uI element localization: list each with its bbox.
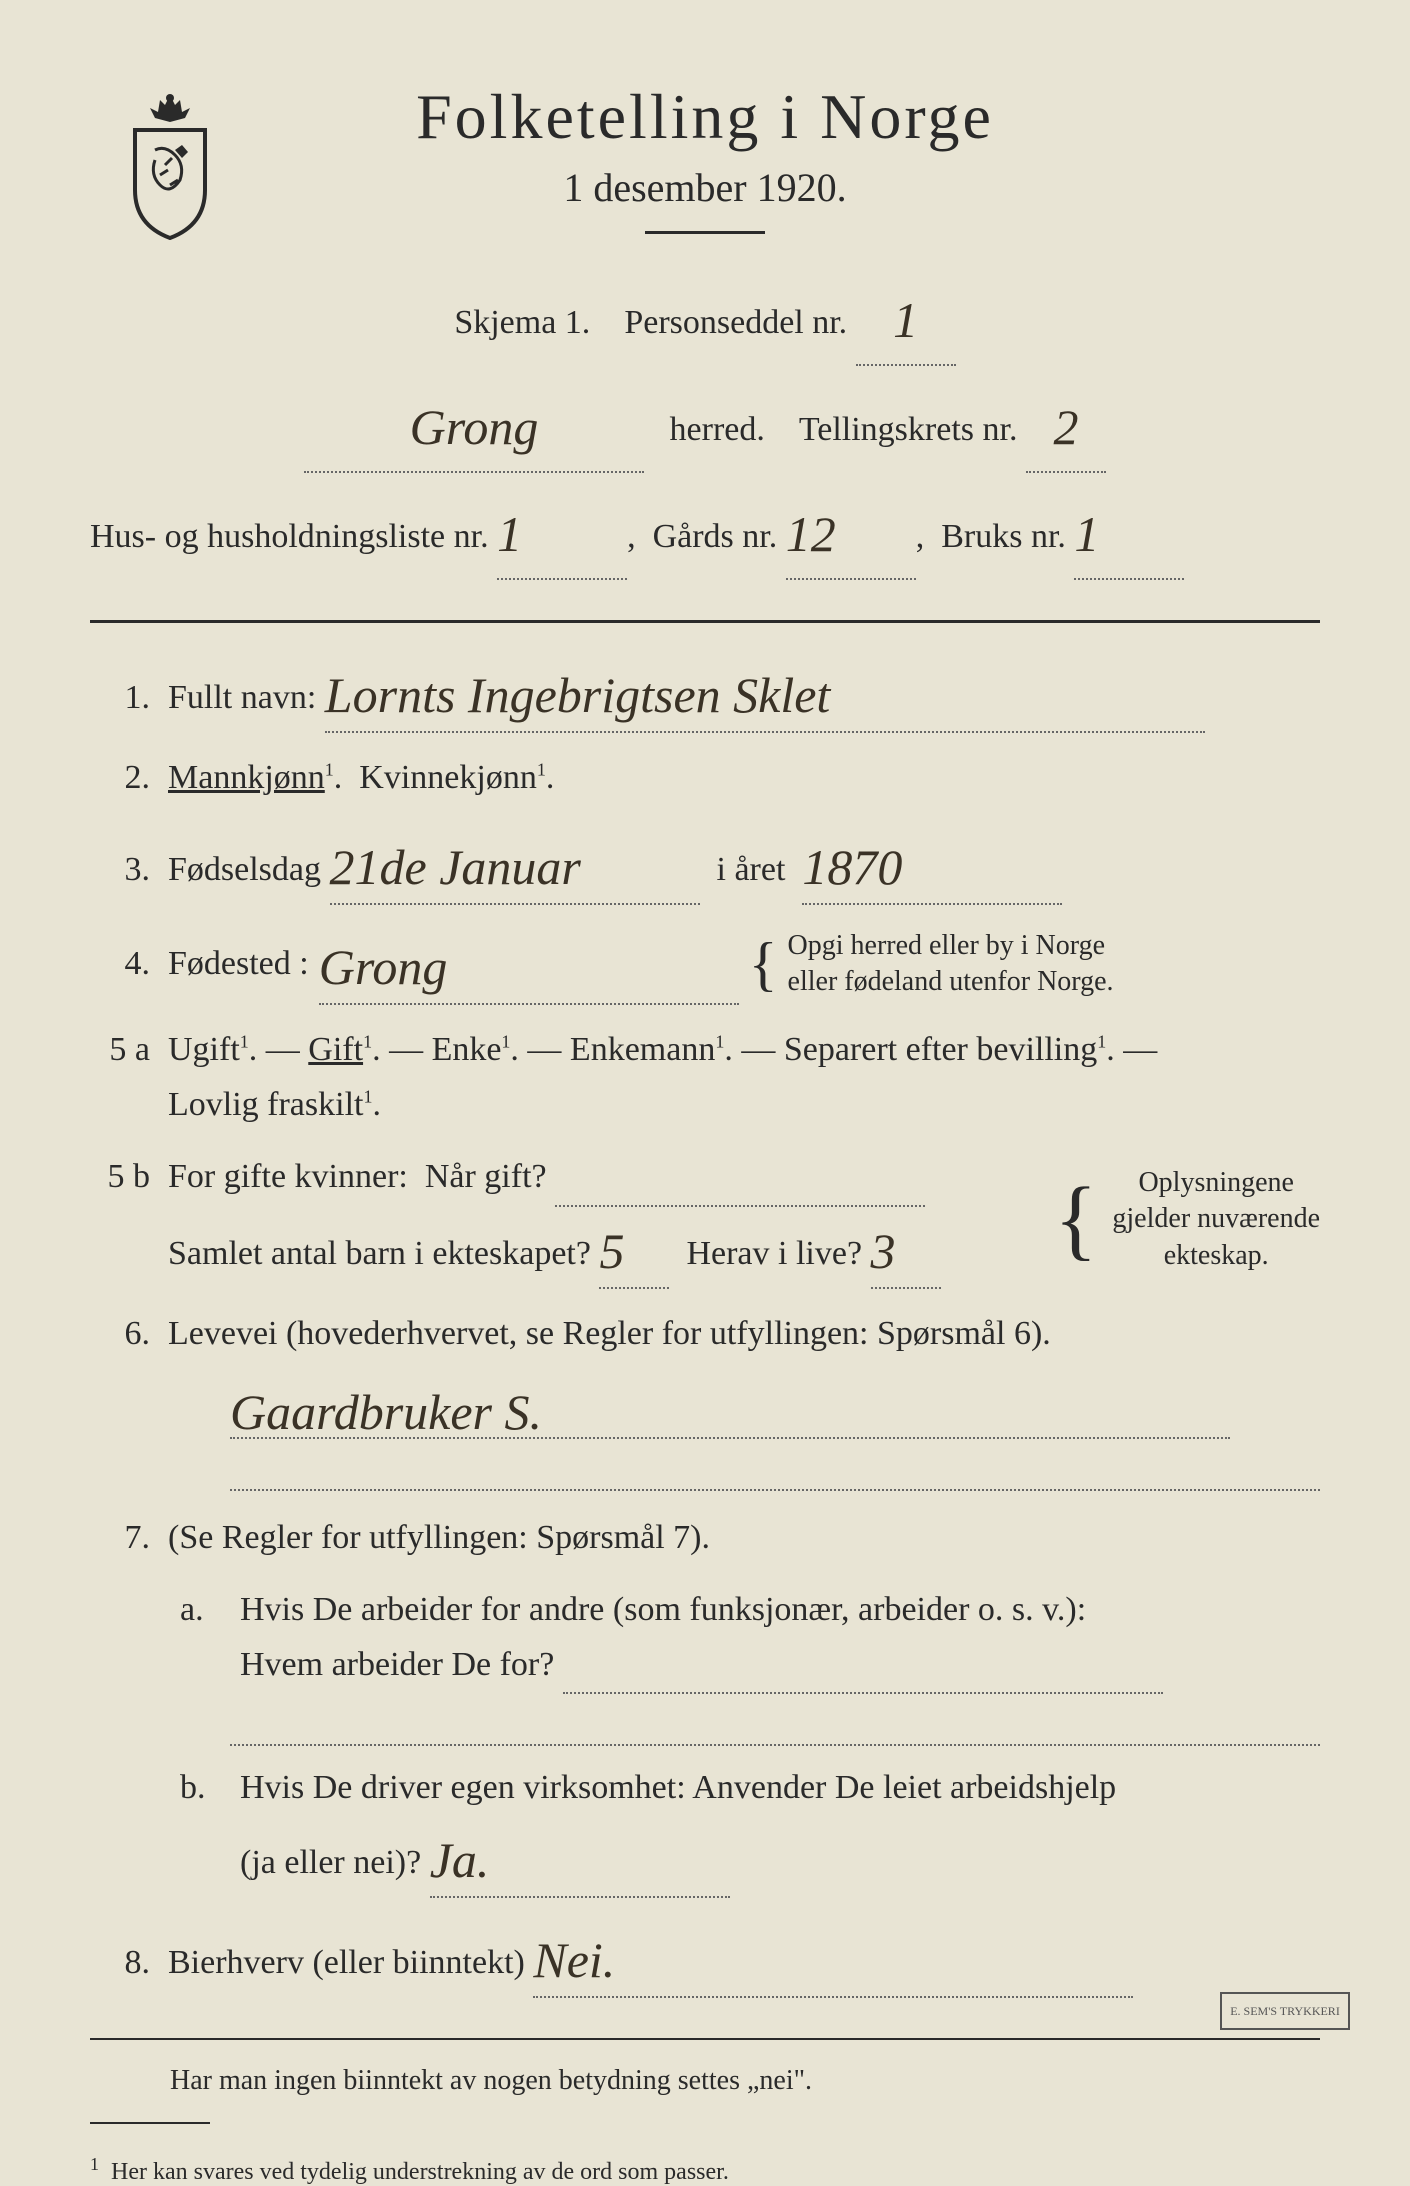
herred-label: herred. [670,411,765,448]
printer-stamp: E. SEM'S TRYKKERI [1220,1992,1350,2030]
tellingskrets-nr: 2 [1053,380,1078,475]
divider [90,2122,210,2124]
footnote: 1 Her kan svares ved tydelig understrekn… [90,2154,1320,2186]
q8-num: 8. [90,1936,150,1990]
husliste-label: Hus- og husholdningsliste nr. [90,518,489,555]
q5a-separert: Separert efter bevilling [784,1031,1097,1068]
q8-row: 8. Bierhverv (eller biinntekt) Nei. [90,1916,1320,1998]
q5a-ugift: Ugift [168,1031,240,1068]
q5b-row: 5 b For gifte kvinner: Når gift? Samlet … [90,1150,1320,1288]
husliste-nr: 1 [497,487,522,582]
tellingskrets-label: Tellingskrets nr. [799,411,1018,448]
q5b-barnlabel: Samlet antal barn i ekteskapet? [168,1235,591,1272]
q5a-row: 5 a Ugift1. — Gift1. — Enke1. — Enkemann… [90,1023,1320,1132]
coat-of-arms-icon [110,90,230,240]
header: Folketelling i Norge 1 desember 1920. Sk… [90,80,1320,580]
brace-icon: { [749,949,778,979]
q8-value: Nei. [533,1920,615,2000]
q6-row: 6. Levevei (hovederhvervet, se Regler fo… [90,1307,1320,1361]
q2-mann: Mannkjønn [168,759,325,796]
q7a-line1: Hvis De arbeider for andre (som funksjon… [240,1591,1086,1628]
q1-value: Lornts Ingebrigtsen Sklet [325,655,831,735]
q1-row: 1. Fullt navn: Lornts Ingebrigtsen Sklet [90,651,1320,733]
q7a-letter: a. [180,1583,220,1637]
skjema-label: Skjema 1. [454,304,590,341]
q5b-naarlabel: Når gift? [425,1158,547,1195]
personseddel-label: Personseddel nr. [624,304,847,341]
q8-label: Bierhverv (eller biinntekt) [168,1944,525,1981]
q5a-enkemann: Enkemann [570,1031,715,1068]
q5b-barn: 5 [599,1211,624,1291]
blank-line [230,1744,1320,1746]
q3-day: 21de Januar [330,827,581,907]
q1-label: Fullt navn: [168,679,316,716]
q4-label: Fødested : [168,937,309,991]
q3-yearlabel: i året [717,851,786,888]
gards-nr: 12 [786,487,836,582]
q5b-num: 5 b [90,1150,150,1204]
q7-label: (Se Regler for utfyllingen: Spørsmål 7). [168,1519,710,1556]
q1-num: 1. [90,671,150,725]
gards-label: Gårds nr. [653,518,778,555]
herred-line: Grong herred. Tellingskrets nr. 2 [90,376,1320,473]
q5a-enke: Enke [432,1031,502,1068]
q6-value: Gaardbruker S. [230,1383,542,1441]
page-title: Folketelling i Norge [90,80,1320,154]
q4-row: 4. Fødested : Grong { Opgi herred eller … [90,923,1320,1005]
q7a-line2: Hvem arbeider De for? [240,1646,554,1683]
divider [90,620,1320,623]
q3-num: 3. [90,843,150,897]
q5a-lovlig: Lovlig fraskilt [168,1086,363,1123]
herred-value: Grong [410,380,539,475]
q4-note: Opgi herred eller by i Norge eller fødel… [788,928,1114,1001]
q3-year: 1870 [802,827,902,907]
q7b-letter: b. [180,1761,220,1815]
q7-row: 7. (Se Regler for utfyllingen: Spørsmål … [90,1511,1320,1565]
q4-num: 4. [90,937,150,991]
personseddel-nr: 1 [893,273,918,368]
q2-num: 2. [90,751,150,805]
blank-line [230,1489,1320,1491]
q7-num: 7. [90,1511,150,1565]
footer-note: Har man ingen biinntekt av nogen betydni… [170,2065,1320,2097]
q3-label: Fødselsdag [168,851,321,888]
q5a-num: 5 a [90,1023,150,1077]
page-subtitle: 1 desember 1920. [90,164,1320,211]
crest-svg [110,90,230,240]
q6-value-line: Gaardbruker S. [230,1379,1320,1439]
q7a-row: a. Hvis De arbeider for andre (som funks… [180,1583,1320,1694]
q5b-label: For gifte kvinner: [168,1158,408,1195]
divider [90,2038,1320,2040]
q5a-gift: Gift [308,1031,363,1068]
q5b-livelabel: Herav i live? [686,1235,862,1272]
q7b-row: b. Hvis De driver egen virksomhet: Anven… [180,1761,1320,1897]
bruks-nr: 1 [1074,487,1099,582]
q4-value: Grong [319,927,448,1007]
title-rule [645,231,765,234]
q3-row: 3. Fødselsdag 21de Januar i året 1870 [90,823,1320,905]
q7b-line2: (ja eller nei)? [240,1844,421,1881]
husliste-line: Hus- og husholdningsliste nr. 1, Gårds n… [90,483,1320,580]
skjema-line: Skjema 1. Personseddel nr. 1 [90,269,1320,366]
q2-kvinne: Kvinnekjønn [359,759,537,796]
q6-num: 6. [90,1307,150,1361]
brace-icon: { [1054,1197,1097,1242]
q7b-line1: Hvis De driver egen virksomhet: Anvender… [240,1769,1116,1806]
q6-label: Levevei (hovederhvervet, se Regler for u… [168,1315,1051,1352]
q2-row: 2. Mannkjønn1. Kvinnekjønn1. [90,751,1320,805]
q5b-note: Oplysningene gjelder nuværende ekteskap. [1112,1165,1320,1274]
q7b-value: Ja. [430,1820,490,1900]
q5b-live: 3 [871,1211,896,1291]
bruks-label: Bruks nr. [941,518,1066,555]
